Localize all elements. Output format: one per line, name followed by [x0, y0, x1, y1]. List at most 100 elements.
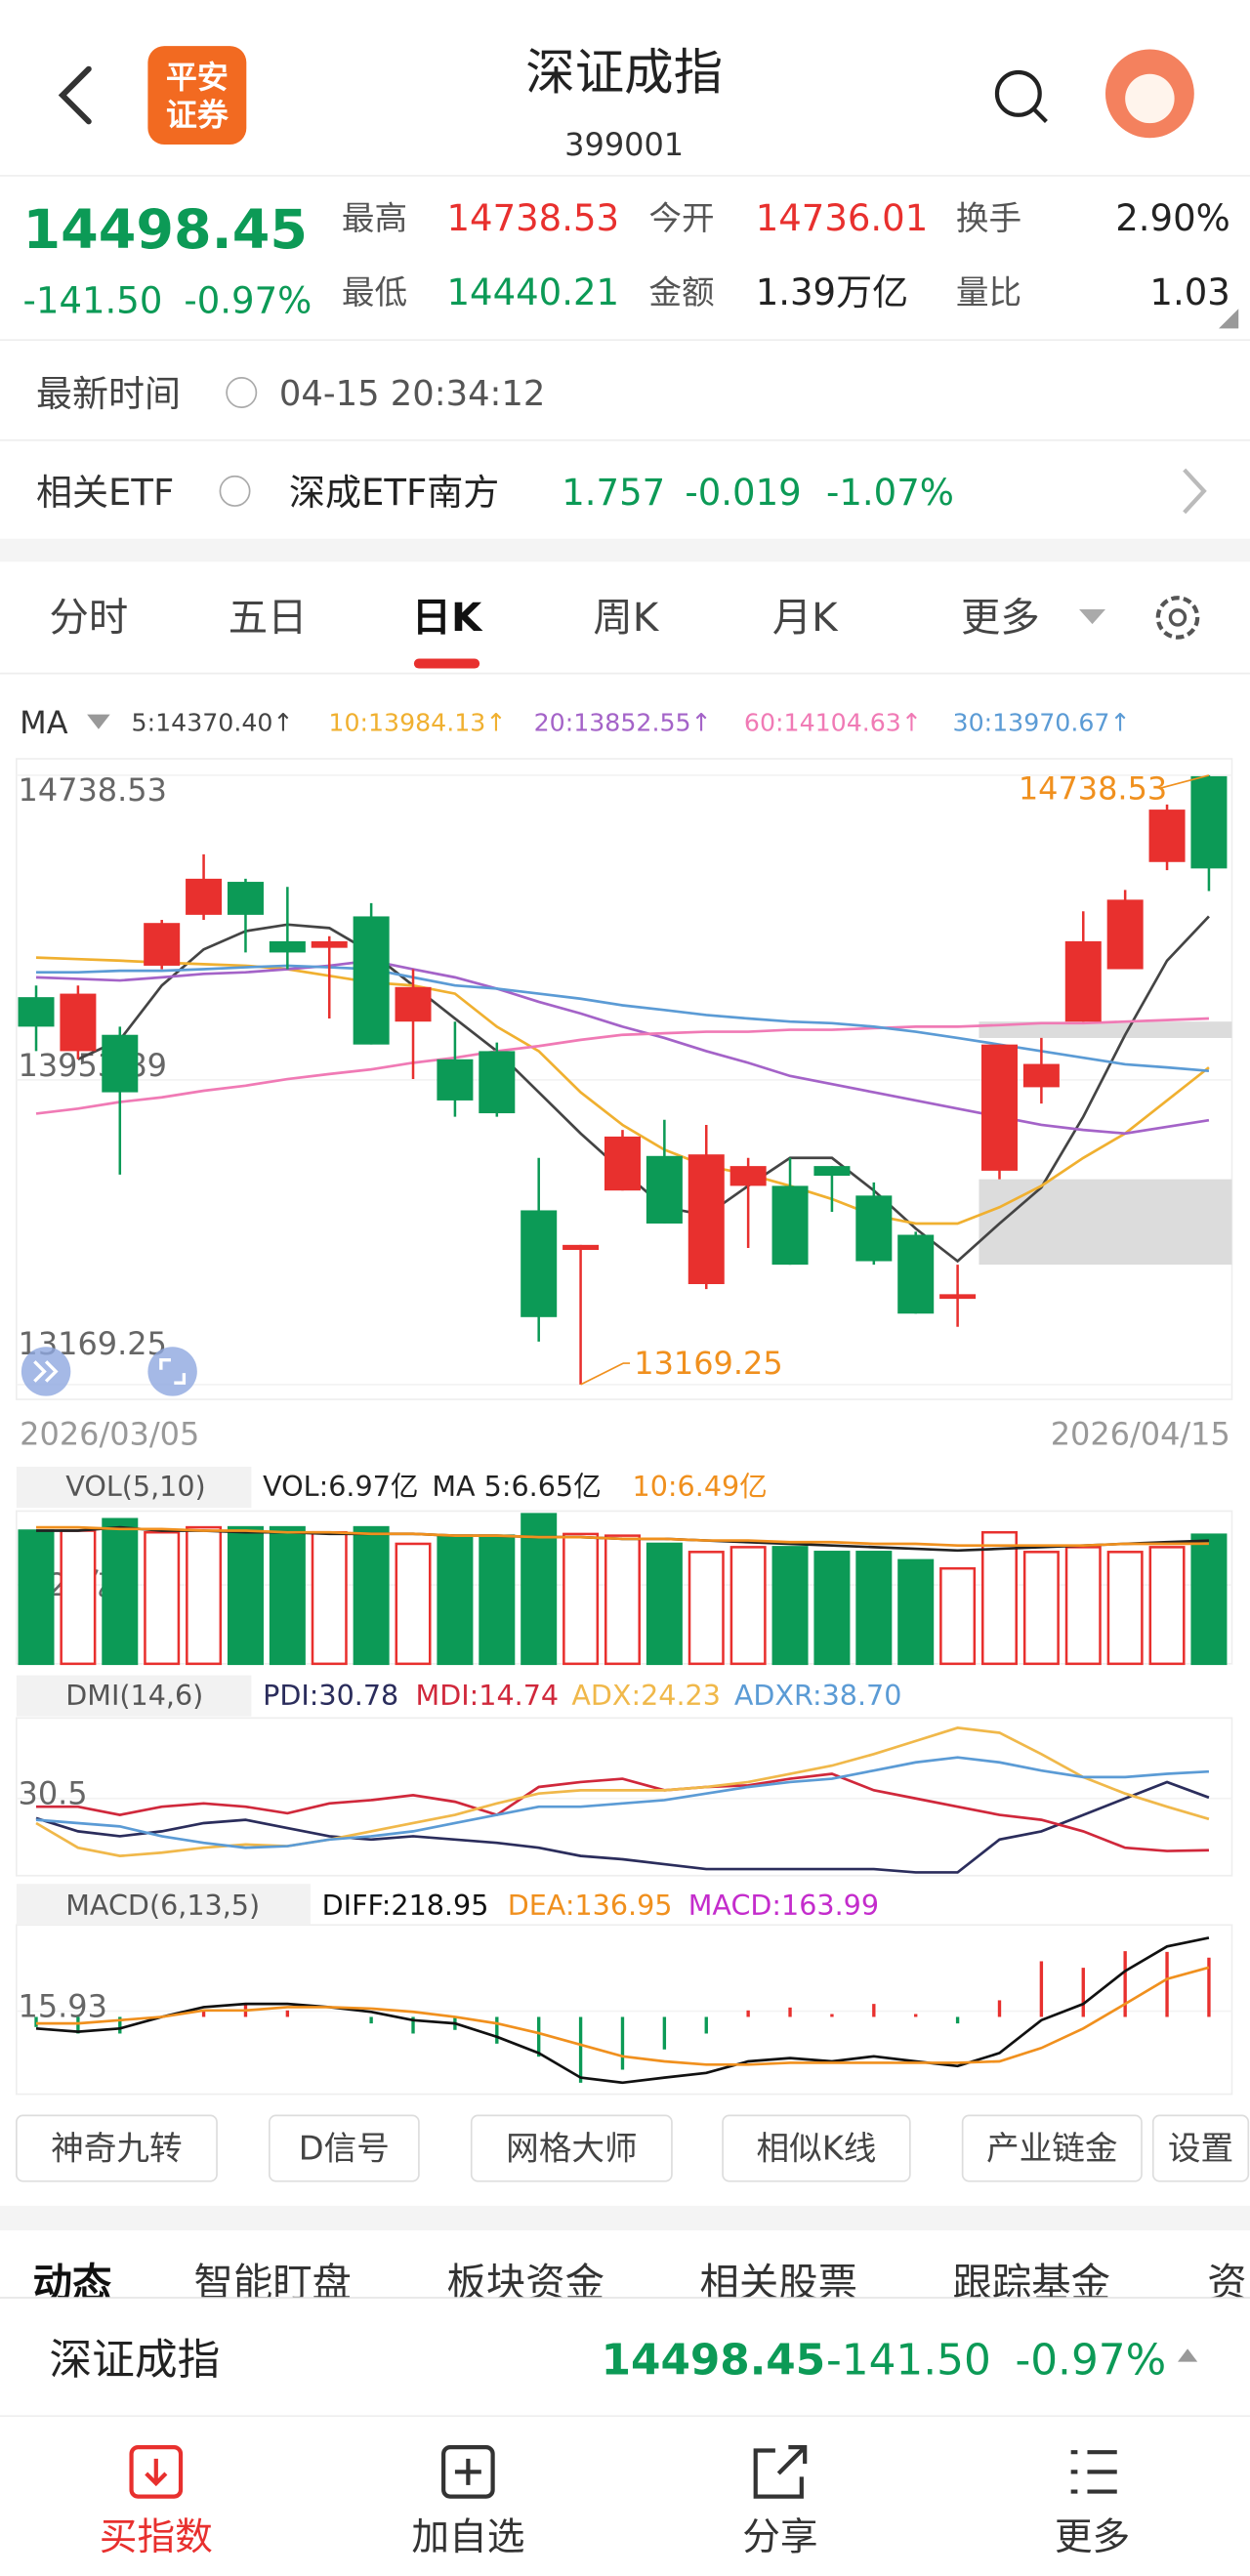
series-line	[35, 956, 1210, 1226]
settings-button[interactable]	[1155, 596, 1200, 640]
period-tab[interactable]: 五日	[229, 595, 308, 641]
y-tick-label: 14738.53	[19, 771, 167, 809]
dropdown-arrow[interactable]	[87, 714, 110, 729]
logo	[147, 46, 247, 145]
candle-body	[269, 940, 306, 953]
volume-bar	[144, 1530, 181, 1666]
ticker-change-pct: -0.97%	[1015, 2335, 1166, 2385]
legend-entry: ADX:24.23	[571, 1679, 721, 1712]
tool-button[interactable]	[1151, 2114, 1250, 2182]
zone	[979, 1021, 1232, 1039]
volume-bar	[980, 1530, 1018, 1666]
tool-label: 神奇九转	[51, 2130, 183, 2168]
nav-label[interactable]: 买指数	[100, 2515, 213, 2559]
stat-label: 换手	[956, 199, 1021, 237]
update-label: 最新时间	[36, 373, 181, 415]
logo-text: 证券	[166, 97, 229, 134]
indicator-title[interactable]: DMI(14,6)	[65, 1679, 203, 1712]
fullscreen-button[interactable]	[147, 1347, 197, 1396]
volume-bar	[855, 1551, 893, 1666]
candle-body	[102, 1034, 139, 1093]
indicator-tag[interactable]	[16, 1884, 311, 1926]
candle-body	[939, 1294, 977, 1300]
volume-bar	[1022, 1551, 1060, 1666]
tool-label: 产业链金	[986, 2130, 1118, 2168]
period-tab[interactable]: 月K	[772, 595, 839, 641]
nav-label[interactable]: 更多	[1055, 2515, 1130, 2559]
dropdown-arrow	[1079, 609, 1105, 625]
tool-label: 设置	[1168, 2130, 1233, 2168]
tool-label: 网格大师	[506, 2130, 638, 2168]
etf-name: 深成ETF南方	[289, 472, 499, 514]
indicator-title[interactable]: VOL(5,10)	[65, 1470, 205, 1503]
volume-bar	[102, 1517, 139, 1666]
nav-label[interactable]: 加自选	[411, 2515, 524, 2559]
ticker-arrow[interactable]	[1177, 2348, 1198, 2362]
stat-value: 2.90%	[1115, 197, 1230, 239]
candle-body	[813, 1166, 851, 1177]
legend-entry: MACD:163.99	[688, 1889, 879, 1922]
etf-row[interactable]: 相关ETF 深成ETF南方 1.757 -0.019 -1.07%	[36, 468, 1207, 515]
search-button[interactable]	[994, 69, 1048, 123]
active-underline	[413, 658, 480, 669]
volume-bar	[311, 1530, 348, 1666]
candle-body	[1148, 810, 1186, 862]
volume-bar	[60, 1529, 97, 1666]
nav-icon	[145, 2458, 168, 2487]
volume-bar	[353, 1525, 390, 1666]
candle-body	[1190, 775, 1228, 869]
gear-icon	[1155, 596, 1200, 640]
indicator-tag[interactable]	[16, 1675, 252, 1717]
candle-body	[521, 1210, 558, 1317]
tool-button[interactable]	[961, 2114, 1143, 2182]
volume-bar	[521, 1513, 558, 1666]
ticker-change: -141.50	[826, 2335, 991, 2385]
candle-body	[897, 1234, 935, 1314]
candle-body	[1022, 1063, 1060, 1088]
period-tab[interactable]: 更多	[961, 595, 1040, 641]
period-tab[interactable]: 日K	[412, 595, 483, 641]
candle-body	[60, 993, 97, 1052]
section-gap	[0, 538, 1250, 562]
legend-entry: ADXR:38.70	[734, 1679, 902, 1712]
nav-label[interactable]: 分享	[742, 2515, 817, 2559]
price-change-pct: -0.97%	[184, 279, 312, 321]
volume-bar	[771, 1546, 809, 1666]
fullscreen-icon	[159, 1357, 187, 1385]
period-tab[interactable]: 周K	[593, 595, 659, 641]
legend-entry: PDI:30.78	[263, 1679, 398, 1712]
gear-icon	[1168, 608, 1188, 627]
tool-button[interactable]	[269, 2114, 420, 2182]
candle-body	[353, 916, 390, 1045]
stat-label: 量比	[956, 273, 1021, 312]
legend-entry: 5:14370.40↑	[132, 709, 294, 737]
tool-button[interactable]	[722, 2114, 911, 2182]
volume-bar	[1106, 1551, 1144, 1666]
candle-body	[395, 986, 432, 1022]
volume-bar	[562, 1532, 600, 1666]
indicator-title[interactable]: MACD(6,13,5)	[65, 1889, 260, 1922]
tool-button[interactable]	[15, 2114, 218, 2182]
period-tab[interactable]: 分时	[49, 595, 128, 641]
annotation: 14738.53	[1019, 769, 1167, 807]
x-tick-label: 2026/04/15	[1051, 1415, 1230, 1452]
legend-entry: 30:13970.67↑	[953, 709, 1131, 737]
stat-value: 14738.53	[447, 197, 620, 239]
back-button[interactable]	[58, 65, 92, 125]
indicator-tag[interactable]	[16, 1466, 252, 1509]
candle-body	[771, 1185, 809, 1266]
stat-value: 1.03	[1149, 271, 1229, 313]
stat-value: 1.39万亿	[756, 271, 908, 313]
tool-buttons: 神奇九转 D信号 网格大师 相似K线 产业链金 设置	[15, 2114, 1250, 2182]
nav-icon	[454, 2458, 481, 2485]
stat-label: 最低	[342, 273, 407, 312]
legend-entry: 20:13852.55↑	[534, 709, 712, 737]
tool-button[interactable]	[470, 2114, 673, 2182]
series-line	[35, 1936, 1210, 2085]
info-icon[interactable]	[226, 377, 258, 408]
annotation-line	[580, 1362, 631, 1386]
legend-entry: MA 5:6.65亿	[432, 1470, 601, 1503]
